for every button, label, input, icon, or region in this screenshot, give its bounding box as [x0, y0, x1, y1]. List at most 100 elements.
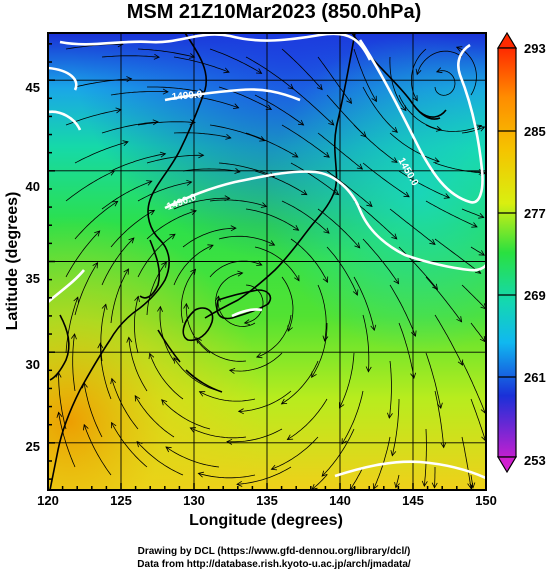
streamline	[254, 170, 308, 196]
streamline	[226, 428, 283, 443]
streamline-arrowhead	[370, 324, 377, 332]
streamline	[290, 162, 339, 196]
streamline-arrowhead	[152, 119, 159, 126]
streamline	[317, 284, 327, 342]
streamline-arrowhead	[294, 275, 300, 282]
streamline	[281, 48, 323, 90]
streamline-arrowhead	[148, 209, 156, 216]
streamline	[83, 382, 103, 438]
streamline	[110, 153, 166, 172]
streamline-arrowhead	[260, 202, 268, 208]
streamline-arrowhead	[92, 261, 99, 269]
streamline	[58, 372, 67, 430]
y-axis-label: Latitude (degrees)	[4, 191, 21, 331]
streamline-arrowhead	[134, 394, 141, 402]
streamline	[391, 399, 400, 456]
streamline	[182, 168, 240, 173]
streamline	[349, 466, 364, 490]
streamline	[83, 424, 112, 476]
streamline	[456, 46, 477, 96]
axis-ticks	[47, 43, 487, 490]
streamline-arrowhead	[455, 46, 463, 52]
streamline	[111, 422, 148, 468]
streamline-arrowhead	[268, 240, 276, 246]
streamline-arrowhead	[322, 276, 329, 283]
streamline-arrowhead	[256, 260, 263, 266]
streamline	[389, 56, 407, 111]
streamline-arrowhead	[232, 103, 240, 109]
streamline	[425, 124, 482, 132]
streamline-arrowhead	[323, 227, 330, 234]
streamline	[398, 94, 442, 131]
streamline	[101, 237, 135, 286]
streamline	[229, 352, 283, 372]
streamline	[65, 43, 123, 50]
streamline-arrowhead	[478, 168, 485, 175]
streamline	[209, 260, 262, 278]
streamline-arrowhead	[471, 222, 478, 228]
streamline	[290, 86, 335, 126]
streamline	[434, 390, 445, 448]
streamline	[147, 86, 204, 93]
streamline-arrowhead	[70, 333, 77, 340]
x-tick-label: 125	[110, 493, 132, 508]
streamline	[134, 395, 175, 438]
streamline-arrowhead	[322, 335, 329, 342]
streamline-arrowhead	[456, 316, 463, 323]
streamline	[209, 199, 267, 207]
streamline-arrowhead	[332, 189, 340, 196]
streamline-arrowhead	[225, 133, 232, 140]
streamline-arrowhead	[94, 230, 101, 237]
streamline	[470, 322, 486, 342]
wind-streamlines	[55, 41, 486, 490]
streamline-arrowhead	[433, 157, 440, 163]
streamline-arrowhead	[148, 352, 155, 360]
streamline	[423, 428, 427, 487]
streamline	[389, 208, 436, 245]
streamline	[470, 398, 486, 441]
streamline	[425, 352, 442, 409]
streamline	[209, 48, 262, 74]
streamline	[65, 297, 79, 354]
streamline-arrowhead	[356, 163, 364, 170]
streamline	[198, 473, 256, 479]
streamline-arrowhead	[122, 140, 129, 146]
streamline-arrowhead	[236, 480, 243, 487]
streamline-arrowhead	[478, 250, 486, 256]
streamline	[245, 208, 299, 231]
streamline-arrowhead	[228, 368, 236, 374]
streamline	[101, 55, 160, 58]
streamline	[395, 474, 400, 488]
streamline-arrowhead	[162, 88, 169, 95]
streamline	[398, 322, 415, 379]
streamline-arrowhead	[223, 67, 230, 74]
streamline	[72, 333, 76, 392]
streamline	[353, 124, 398, 163]
streamline	[425, 276, 462, 323]
streamline	[101, 180, 152, 210]
streamline	[100, 304, 107, 362]
streamline	[180, 269, 196, 324]
streamline	[245, 132, 299, 158]
streamline-arrowhead	[301, 189, 308, 196]
streamline	[281, 360, 319, 405]
streamline	[353, 48, 377, 102]
streamline	[74, 200, 118, 240]
streamline	[137, 48, 195, 58]
streamline	[110, 268, 129, 324]
streamline	[58, 412, 76, 468]
streamline	[388, 360, 392, 419]
streamline	[111, 378, 139, 430]
streamline-arrowhead	[97, 342, 104, 349]
streamline-arrowhead	[188, 53, 196, 59]
streamline-arrowhead	[297, 119, 305, 126]
streamline-arrowhead	[110, 377, 116, 385]
streamline-arrowhead	[128, 237, 135, 244]
streamline-arrowhead	[390, 450, 397, 457]
streamline	[190, 427, 247, 439]
streamline-arrowhead	[394, 482, 400, 489]
credit-drawing: Drawing by DCL (https://www.gfd-dennou.o…	[137, 546, 411, 557]
streamline	[434, 238, 481, 274]
streamline	[281, 124, 330, 158]
streamline	[215, 272, 243, 316]
